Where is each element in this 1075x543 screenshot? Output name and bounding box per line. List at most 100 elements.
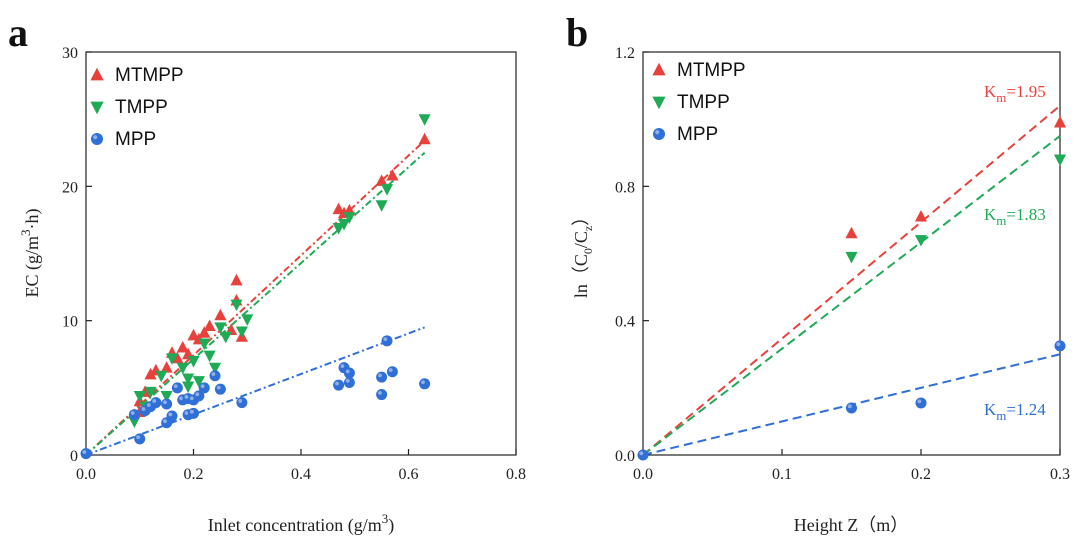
data-point-mpp [134,433,146,445]
data-point-mpp [343,376,355,388]
y-axis-label-sup: 3 [18,230,33,237]
data-point-mpp [161,398,173,410]
y-tick-label: 20 [62,179,78,196]
y-tick-label: 0.4 [615,314,635,331]
panel-label-a: a [8,10,28,55]
legend-marker-mpp [653,128,665,140]
x-tick-label: 0.8 [506,466,526,483]
data-point-mpp-highlight [152,399,157,403]
data-point-mpp [1054,340,1066,352]
legend-marker-mpp-highlight [93,135,98,140]
data-point-mpp [846,402,857,414]
data-point-mpp-highlight [184,395,189,399]
data-point-mpp-highlight [917,399,922,404]
data-point-tmpp [235,326,248,339]
x-tick-label: 0.3 [1050,466,1070,483]
x-tick-label: 0.0 [76,466,96,483]
data-point-mtmpp [386,168,399,181]
data-point-mpp [376,371,388,383]
fit-line-mpp [85,326,425,456]
plot-frame [642,51,1061,456]
legend-marker-mpp [91,133,103,145]
y-tick-label: 0 [70,448,78,465]
data-point-mpp [209,370,221,382]
data-point-mpp-highlight [847,404,852,409]
x-tick-label: 0.0 [633,466,653,483]
y-axis-label-tail: ·h) [22,209,43,230]
data-point-mpp-highlight [383,337,388,342]
data-point-mpp-highlight [189,396,194,401]
km-value: =1.24 [1006,400,1046,419]
data-point-mpp [915,397,927,409]
km-symbol: K [984,205,997,224]
x-tick-label: 0.1 [772,466,792,483]
km-subscript: m [996,90,1006,105]
data-point-mpp-highlight [163,419,167,424]
data-point-mpp-highlight [173,384,178,389]
y-axis-label-main: ln（C [571,254,591,298]
series-mpp [637,340,1066,461]
data-point-tmpp [241,314,254,326]
legend-label-mpp: MPP [677,124,718,145]
km-value: =1.83 [1006,205,1045,224]
data-point-tmpp [187,356,200,368]
data-point-tmpp [337,218,351,231]
data-point-tmpp [1053,154,1067,167]
data-point-mpp-highlight [200,384,205,389]
data-point-mpp-highlight [82,450,87,454]
data-point-mtmpp [214,308,227,321]
y-axis-label-main: EC (g/m [22,236,43,298]
data-point-tmpp [128,416,141,429]
x-tick-label: 0.6 [399,466,419,483]
x-tick-label: 0.2 [911,466,931,483]
data-point-tmpp [214,322,227,334]
data-point-tmpp [418,114,431,126]
y-axis-label-mid: /C [571,231,591,248]
data-point-mtmpp [418,132,431,145]
series-mtmpp [845,115,1067,239]
y-tick-label: 10 [62,314,78,331]
panel-a: a 0.0 0.2 0.4 0.6 0.8 0 10 20 30 MTMPP TMPP MPP Inlet… [8,10,526,536]
data-point-mpp-highlight [189,409,194,414]
data-point-tmpp [133,390,146,403]
data-point-mpp [637,449,649,461]
legend-label-mtmpp: MTMPP [677,60,746,81]
y-axis-label: ln（C0/Cz） [571,208,595,298]
y-tick-label: 0.0 [615,448,635,465]
legend-marker-mtmpp [90,67,104,81]
data-point-mpp-highlight [211,372,216,377]
data-point-mpp [166,410,178,422]
y-tick-label: 1.2 [615,45,635,62]
data-point-mpp-highlight [141,407,146,411]
data-point-mtmpp [1053,115,1067,128]
data-point-mpp-highlight [136,435,141,440]
data-point-mpp-highlight [345,378,350,383]
data-point-mtmpp [914,209,928,222]
data-point-mpp-highlight [1056,342,1061,347]
data-point-mpp [198,382,210,394]
data-point-mpp [193,390,205,402]
km-value: =1.95 [1006,82,1045,101]
legend-label-mtmpp: MTMPP [115,65,184,86]
data-point-mpp-highlight [216,385,221,390]
legend-label-tmpp: TMPP [677,92,730,113]
y-axis-label: EC (g/m3·h) [18,209,43,298]
data-point-mpp [214,383,226,395]
data-point-mpp [236,397,248,409]
series-tmpp [128,114,431,429]
series-tmpp [845,154,1067,264]
x-tick-label: 0.4 [291,466,311,483]
legend-label-tmpp: TMPP [115,97,168,118]
km-subscript: m [996,408,1006,423]
y-axis-label-sub: 0 [581,248,595,254]
legend-marker-tmpp [652,96,666,110]
data-point-mtmpp [176,340,189,353]
data-point-mpp [128,409,140,421]
legend-marker-tmpp [90,101,104,115]
series-mpp [80,335,431,460]
data-point-tmpp [144,386,157,399]
data-point-mpp-highlight [378,390,382,395]
data-point-mpp-highlight [421,380,425,385]
data-point-mpp [376,389,388,401]
